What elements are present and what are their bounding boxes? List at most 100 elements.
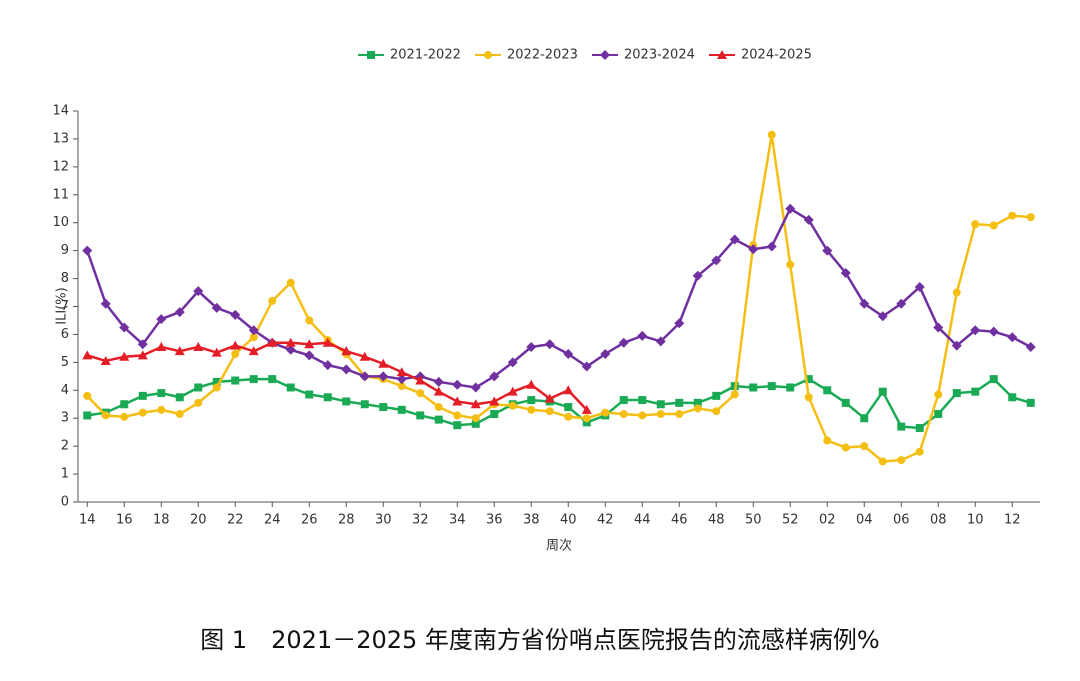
y-tick-label: 9 (61, 243, 69, 258)
x-tick-label: 26 (301, 513, 318, 528)
point (545, 407, 554, 416)
point (730, 390, 739, 399)
point (749, 383, 758, 392)
point (915, 447, 924, 456)
point (194, 383, 203, 392)
point (989, 375, 998, 384)
point (619, 396, 628, 405)
point (304, 350, 315, 361)
point (748, 244, 759, 255)
point (508, 401, 517, 410)
point (156, 314, 167, 325)
point (693, 404, 702, 413)
point (655, 336, 666, 347)
point (878, 387, 887, 396)
point (804, 393, 813, 402)
point (211, 347, 222, 357)
point (323, 393, 332, 402)
point (433, 386, 444, 396)
series-line (86, 207, 1032, 389)
x-tick-label: 44 (634, 513, 651, 528)
point (841, 443, 850, 452)
point (693, 398, 702, 407)
x-tick-label: 42 (597, 513, 614, 528)
point (484, 51, 492, 59)
point (157, 389, 166, 398)
point (248, 346, 259, 356)
point (285, 337, 296, 347)
point (138, 391, 147, 400)
point (915, 423, 924, 432)
x-tick-label: 30 (375, 513, 392, 528)
point (971, 220, 980, 229)
point (638, 396, 647, 405)
y-tick-label: 10 (52, 215, 69, 230)
point (231, 376, 240, 385)
x-tick-label: 12 (1004, 513, 1021, 528)
y-axis-label: ILI(%) (55, 287, 70, 324)
x-tick-label: 24 (264, 513, 281, 528)
point (378, 371, 389, 382)
point (489, 396, 500, 406)
series-line (86, 133, 1031, 463)
point (767, 130, 776, 139)
y-tick-label: 2 (61, 439, 69, 454)
point (101, 411, 110, 420)
x-tick-label: 50 (745, 513, 762, 528)
x-tick-label: 38 (523, 513, 540, 528)
point (860, 414, 869, 423)
point (379, 403, 388, 412)
x-tick-label: 32 (412, 513, 429, 528)
point (544, 339, 555, 350)
legend-label: 2023-2024 (624, 48, 695, 63)
point (823, 386, 832, 395)
point (582, 418, 591, 427)
x-axis-label: 周次 (546, 538, 572, 554)
point (637, 330, 648, 341)
point (434, 403, 443, 412)
x-tick-label: 16 (116, 513, 133, 528)
point (341, 346, 352, 356)
point (786, 260, 795, 269)
series-line (87, 377, 1032, 430)
point (367, 51, 375, 59)
x-tick-label: 10 (967, 513, 984, 528)
point (729, 234, 740, 245)
point (952, 288, 961, 297)
point (120, 412, 129, 421)
point (1026, 213, 1035, 222)
point (119, 351, 130, 361)
point (490, 410, 499, 419)
x-tick-label: 28 (338, 513, 355, 528)
point (581, 361, 592, 372)
point (230, 309, 241, 320)
point (897, 422, 906, 431)
point (174, 346, 185, 356)
point (341, 364, 352, 375)
point (1008, 211, 1017, 220)
series-line (86, 341, 588, 411)
point (841, 398, 850, 407)
point (1026, 398, 1035, 407)
x-tick-label: 18 (153, 513, 170, 528)
point (840, 267, 851, 278)
point (453, 411, 462, 420)
point (268, 375, 277, 384)
point (970, 325, 981, 336)
point (453, 421, 462, 430)
y-tick-label: 6 (61, 327, 69, 342)
point (305, 316, 314, 325)
point (82, 245, 93, 256)
point (157, 405, 166, 414)
y-tick-label: 3 (61, 411, 69, 426)
point (231, 349, 240, 358)
point (822, 245, 833, 256)
point (322, 360, 333, 371)
point (564, 403, 573, 412)
x-tick-label: 36 (486, 513, 503, 528)
point (897, 456, 906, 465)
point (1025, 341, 1036, 352)
point (470, 382, 481, 393)
point (471, 419, 480, 428)
